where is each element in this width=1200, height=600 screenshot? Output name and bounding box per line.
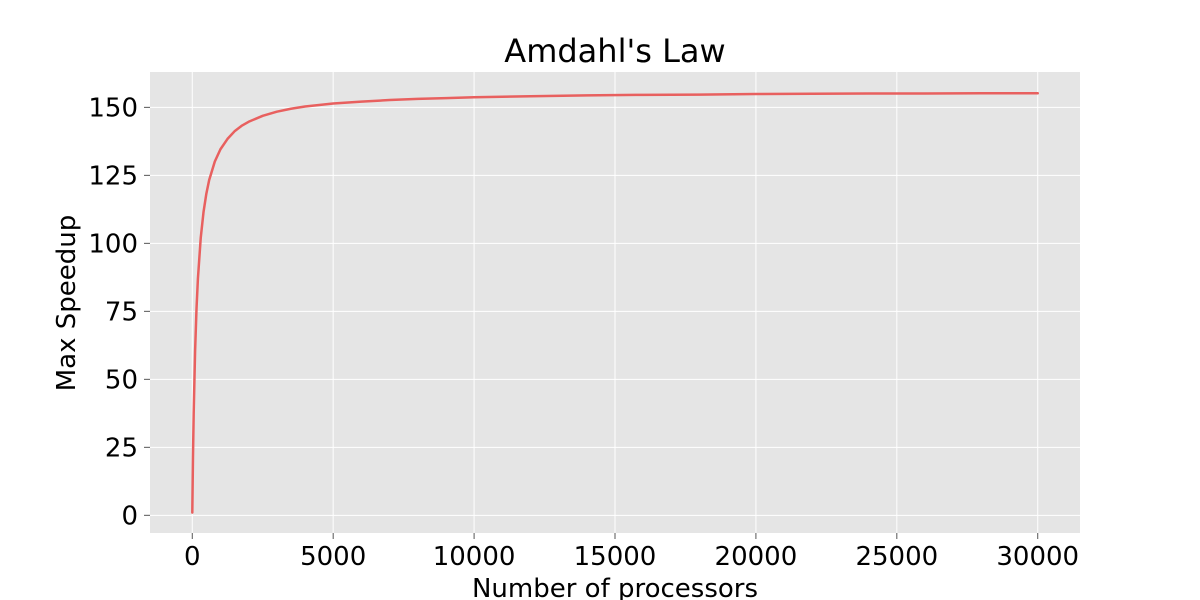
ticks: 0 5000 10000 15000 20000 25000 30000 0 25 50 75 100…: [88, 93, 1079, 572]
grid: [150, 72, 1080, 533]
x-tick-label: 0: [184, 542, 201, 572]
x-tick-label: 5000: [300, 542, 366, 572]
y-tick-label: 25: [105, 433, 138, 463]
x-tick-label: 10000: [433, 542, 516, 572]
y-tick-label: 125: [88, 161, 138, 191]
y-tick-label: 150: [88, 93, 138, 123]
x-tick-label: 20000: [715, 542, 798, 572]
x-tick-label: 30000: [996, 542, 1079, 572]
y-tick-label: 75: [105, 297, 138, 327]
y-tick-label: 0: [121, 501, 138, 531]
y-tick-label: 100: [88, 229, 138, 259]
y-axis-label: Max Speedup: [52, 215, 82, 392]
series-layer: [191, 91, 1039, 514]
x-tick-label: 25000: [855, 542, 938, 572]
x-axis-label: Number of processors: [472, 574, 758, 600]
chart-title: Amdahl's Law: [504, 32, 725, 70]
y-tick-label: 50: [105, 365, 138, 395]
x-tick-label: 15000: [574, 542, 657, 572]
series-line: [191, 91, 1039, 514]
